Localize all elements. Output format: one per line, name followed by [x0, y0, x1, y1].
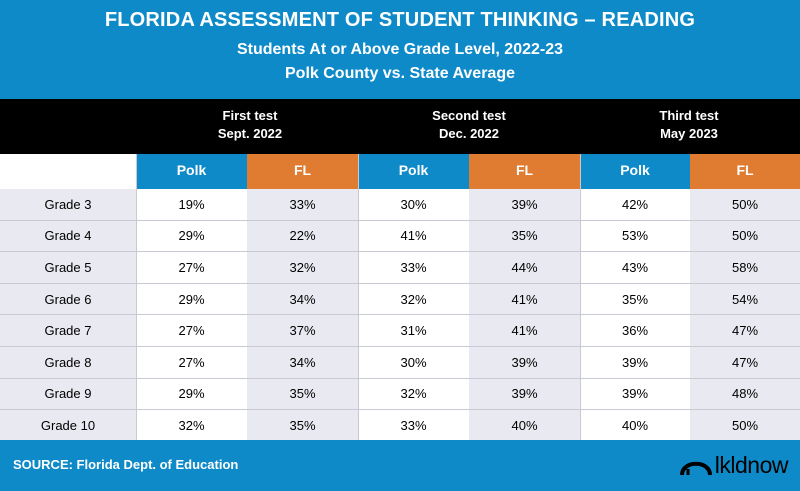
value-cell: 35% [580, 283, 690, 315]
value-cell: 50% [690, 220, 800, 252]
test-date: May 2023 [660, 126, 718, 141]
value-cell: 40% [580, 410, 690, 442]
value-cell: 30% [358, 189, 469, 220]
value-cell: 41% [469, 315, 580, 346]
value-cell: 48% [690, 378, 800, 410]
grade-label: Grade 5 [0, 252, 136, 283]
value-cell: 35% [247, 378, 358, 410]
value-cell: 39% [469, 189, 580, 220]
value-cell: 47% [690, 315, 800, 346]
value-cell: 41% [469, 283, 580, 315]
table-row: Grade 9 29% 35% 32% 39% 39% 48% [0, 378, 800, 411]
test-date: Dec. 2022 [439, 126, 499, 141]
value-cell: 33% [247, 189, 358, 220]
value-cell: 39% [580, 378, 690, 410]
value-cell: 35% [247, 410, 358, 442]
data-table: Grade 3 19% 33% 30% 39% 42% 50% Grade 4 … [0, 189, 800, 442]
value-cell: 30% [358, 346, 469, 378]
column-divider [580, 154, 581, 440]
value-cell: 50% [690, 410, 800, 442]
value-cell: 44% [469, 252, 580, 283]
column-header-polk: Polk [136, 154, 247, 189]
grade-label: Grade 9 [0, 378, 136, 410]
column-header-polk: Polk [358, 154, 469, 189]
column-divider [358, 154, 359, 440]
value-cell: 32% [358, 378, 469, 410]
chart-title: FLORIDA ASSESSMENT OF STUDENT THINKING –… [104, 9, 696, 31]
value-cell: 36% [580, 315, 690, 346]
value-cell: 43% [580, 252, 690, 283]
value-cell: 58% [690, 252, 800, 283]
value-cell: 32% [136, 410, 247, 442]
column-header-fl: FL [247, 154, 358, 189]
column-header-polk: Polk [580, 154, 690, 189]
column-header-fl: FL [690, 154, 800, 189]
chart-subtitle-comparison: Polk County vs. State Average [285, 65, 515, 82]
value-cell: 50% [690, 189, 800, 220]
value-cell: 35% [469, 220, 580, 252]
value-cell: 39% [469, 346, 580, 378]
value-cell: 39% [580, 346, 690, 378]
test-name: Second test [432, 108, 506, 123]
table-row: Grade 8 27% 34% 30% 39% 39% 47% [0, 346, 800, 379]
lkldnow-logo: lkldnow [679, 450, 789, 480]
table-row: Grade 5 27% 32% 33% 44% 43% 58% [0, 252, 800, 284]
test-period-3: Third test May 2023 [579, 107, 799, 143]
value-cell: 27% [136, 252, 247, 283]
footer-bar: SOURCE: Florida Dept. of Education lkldn… [0, 440, 800, 491]
table-row: Grade 10 32% 35% 33% 40% 40% 50% [0, 410, 800, 442]
table-row: Grade 4 29% 22% 41% 35% 53% 50% [0, 220, 800, 253]
title-banner: FLORIDA ASSESSMENT OF STUDENT THINKING –… [0, 0, 800, 99]
value-cell: 54% [690, 283, 800, 315]
value-cell: 19% [136, 189, 247, 220]
column-divider [136, 154, 137, 440]
value-cell: 32% [247, 252, 358, 283]
value-cell: 39% [469, 378, 580, 410]
test-period-2: Second test Dec. 2022 [359, 107, 579, 143]
value-cell: 34% [247, 283, 358, 315]
grade-label: Grade 4 [0, 220, 136, 252]
value-cell: 22% [247, 220, 358, 252]
test-date: Sept. 2022 [217, 126, 283, 141]
value-cell: 29% [136, 283, 247, 315]
grade-label: Grade 3 [0, 189, 136, 220]
test-period-1: First test Sept. 2022 [140, 107, 360, 143]
grade-label: Grade 8 [0, 346, 136, 378]
value-cell: 27% [136, 346, 247, 378]
table-row: Grade 6 29% 34% 32% 41% 35% 54% [0, 283, 800, 316]
value-cell: 31% [358, 315, 469, 346]
grade-label: Grade 10 [0, 410, 136, 442]
column-header-fl: FL [469, 154, 580, 189]
table-row: Grade 3 19% 33% 30% 39% 42% 50% [0, 189, 800, 221]
logo-text: lkldnow [714, 451, 789, 478]
value-cell: 29% [136, 220, 247, 252]
value-cell: 40% [469, 410, 580, 442]
value-cell: 41% [358, 220, 469, 252]
value-cell: 34% [247, 346, 358, 378]
value-cell: 32% [358, 283, 469, 315]
grade-label: Grade 7 [0, 315, 136, 346]
value-cell: 29% [136, 378, 247, 410]
value-cell: 42% [580, 189, 690, 220]
source-note: SOURCE: Florida Dept. of Education [13, 457, 239, 472]
test-period-header: First test Sept. 2022 Second test Dec. 2… [0, 99, 800, 154]
grade-header-empty [0, 154, 136, 189]
value-cell: 53% [580, 220, 690, 252]
value-cell: 27% [136, 315, 247, 346]
chart-subtitle: Students At or Above Grade Level, 2022-2… [236, 41, 564, 58]
value-cell: 33% [358, 252, 469, 283]
grade-label: Grade 6 [0, 283, 136, 315]
table-row: Grade 7 27% 37% 31% 41% 36% 47% [0, 315, 800, 347]
test-name: Third test [659, 108, 719, 123]
arch-icon [679, 461, 712, 476]
value-cell: 47% [690, 346, 800, 378]
test-name: First test [222, 108, 278, 123]
value-cell: 37% [247, 315, 358, 346]
value-cell: 33% [358, 410, 469, 442]
